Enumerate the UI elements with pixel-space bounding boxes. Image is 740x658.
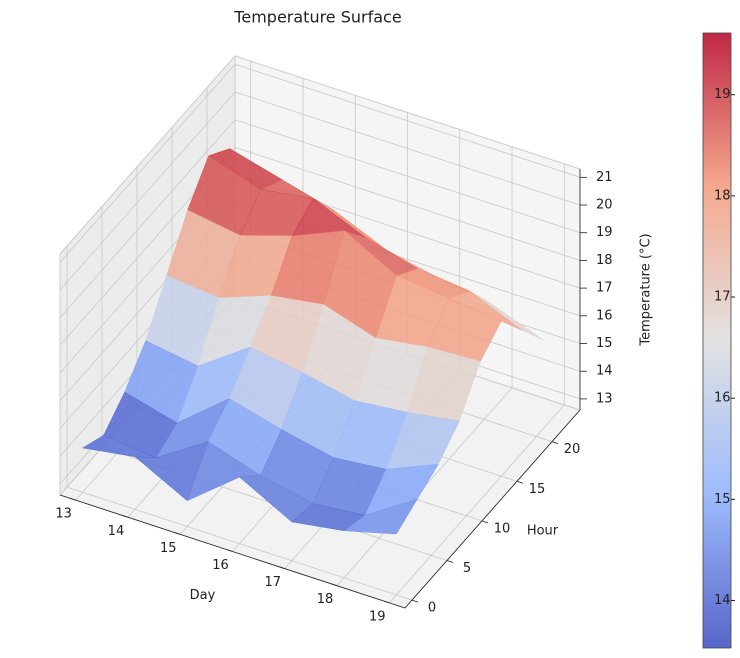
surface-face [343,498,418,535]
grid-line [234,91,581,206]
z-tick-label: 21 [596,170,613,185]
colorbar-tick-label: 18 [714,188,731,203]
x-tick-label: 16 [212,558,229,573]
z-tick-label: 17 [596,281,613,296]
z-tick-label: 20 [596,198,613,213]
y-tick [446,560,454,563]
surface [81,148,544,535]
x-tick-label: 17 [264,575,281,590]
z-tick-label: 19 [596,225,613,240]
y-tick-label: 5 [463,561,471,576]
grid-line [389,404,565,604]
grid-line [234,119,581,234]
x-tick-label: 19 [369,609,386,624]
y-tick [411,599,419,603]
y-tick-label: 15 [529,482,546,497]
z-tick-label: 15 [596,336,613,351]
colorbar-tick-label: 16 [714,391,731,406]
colorbar-tick-label: 15 [714,492,731,507]
y-tick-label: 0 [428,601,436,616]
colorbar [702,32,732,649]
y-tick [481,520,489,524]
y-axis-label: Hour [527,524,559,539]
z-tick-label: 18 [596,253,613,268]
x-tick-label: 14 [108,524,125,539]
y-tick-label: 20 [564,442,581,457]
y-tick-label: 10 [494,521,511,536]
x-tick-label: 15 [160,541,177,556]
y-tick [516,480,524,484]
colorbar-tick-label: 19 [714,87,731,102]
colorbar-tick-label: 17 [714,290,731,305]
y-tick [551,441,559,445]
grid-line [66,486,413,601]
grid-line [59,119,236,318]
x-tick-label: 18 [317,592,334,607]
axes: 13 14 15 16 17 18 19 0 5 10 15 20 13 14 15 16 17 18 19 20 21… [55,169,654,624]
x-axis-label: Day [190,588,216,603]
z-axis-label: Temperature (°C) [639,233,654,346]
grid-line [234,147,581,261]
z-tick-label: 13 [596,391,613,406]
y-axis [404,409,581,609]
x-tick-label: 13 [55,507,72,522]
x-axis [59,494,406,609]
colorbar-tick-label: 14 [714,593,731,608]
z-tick-label: 16 [596,308,613,323]
grid-line [59,64,236,263]
grid-line [59,91,236,291]
chart-title: Temperature Surface [233,8,401,27]
z-tick-label: 14 [596,364,613,379]
grid-line [234,63,581,178]
